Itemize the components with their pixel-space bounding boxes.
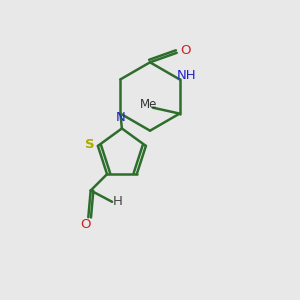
Text: N: N [116, 111, 125, 124]
Text: O: O [180, 44, 190, 57]
Text: O: O [81, 218, 91, 231]
Text: NH: NH [177, 69, 197, 82]
Text: H: H [113, 195, 123, 208]
Text: Me: Me [140, 98, 157, 111]
Text: S: S [85, 138, 94, 151]
